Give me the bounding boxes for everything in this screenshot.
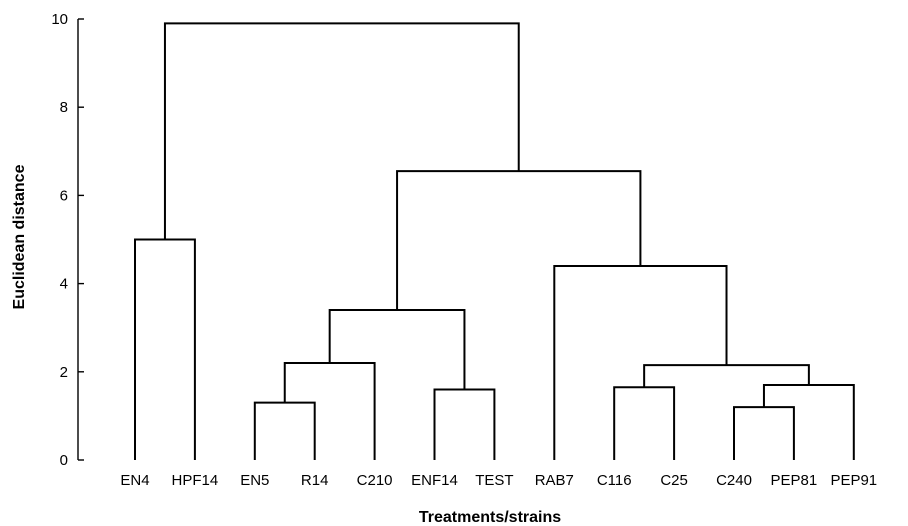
- leaf-label: ENF14: [411, 472, 458, 489]
- leaf-label: PEP91: [830, 472, 877, 489]
- leaf-label: C25: [660, 472, 688, 489]
- merge-link: [396, 170, 642, 311]
- merge-link: [134, 238, 196, 460]
- dendrogram-links: [134, 22, 855, 460]
- leaf-label: EN4: [120, 472, 149, 489]
- leaf-label: C240: [716, 472, 752, 489]
- leaf-label: C210: [357, 472, 393, 489]
- merge-link: [253, 401, 316, 460]
- y-tick-label: 0: [60, 452, 68, 469]
- leaf-label: C116: [597, 472, 632, 489]
- y-tick-label: 6: [60, 187, 68, 204]
- leaf-label: TEST: [475, 472, 513, 489]
- y-axis: 0 2 4 6 8 10: [51, 11, 84, 469]
- leaf-label: R14: [301, 472, 329, 489]
- merge-link: [613, 386, 676, 460]
- y-tick-label: 10: [51, 11, 68, 28]
- merge-link: [283, 361, 376, 460]
- y-axis-title: Euclidean distance: [11, 164, 28, 309]
- merge-link: [762, 384, 855, 460]
- leaf-label: PEP81: [771, 472, 818, 489]
- y-tick-label: 4: [60, 276, 68, 293]
- y-tick-label: 2: [60, 364, 68, 381]
- merge-link: [163, 22, 520, 240]
- leaf-label: RAB7: [535, 472, 574, 489]
- merge-link: [733, 406, 795, 460]
- merge-link: [643, 364, 810, 388]
- x-axis-title: Treatments/strains: [419, 509, 561, 526]
- merge-link: [433, 388, 496, 460]
- leaf-labels: EN4 HPF14 EN5 R14 C210 ENF14 TEST RAB7 C116 C25 C2…: [120, 472, 877, 489]
- y-tick-label: 8: [60, 99, 68, 116]
- merge-link: [553, 264, 728, 460]
- leaf-label: HPF14: [172, 472, 219, 489]
- leaf-label: EN5: [240, 472, 269, 489]
- merge-link: [328, 309, 466, 390]
